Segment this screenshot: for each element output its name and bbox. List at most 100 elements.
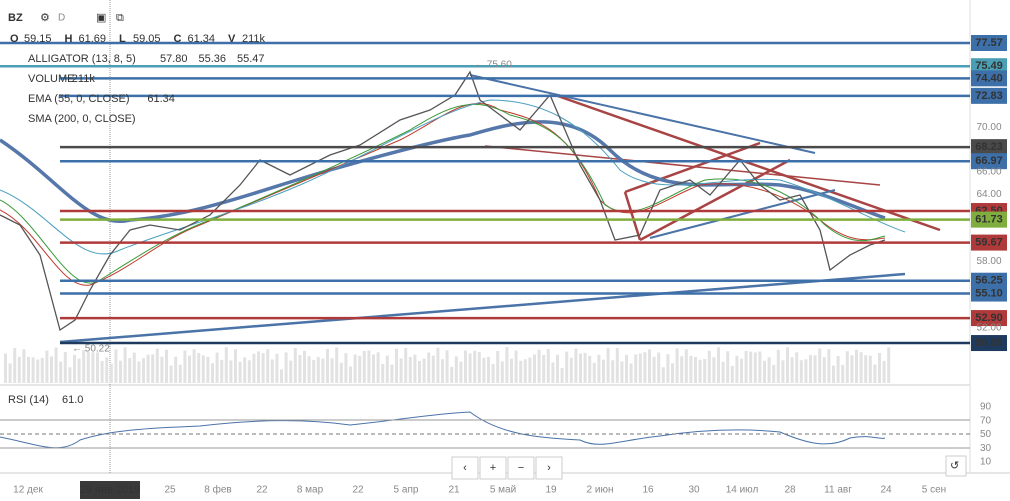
volume-bar [514,350,518,383]
volume-bar [68,367,72,383]
volume-bar [178,364,182,383]
volume-bar [284,352,288,383]
ohlc-key: V [228,33,236,45]
rsi-tick: 70 [980,415,992,426]
volume-bar [592,362,596,383]
volume-bar [303,350,306,383]
volume-bar [629,363,633,383]
volume-bar [31,357,35,383]
toolbar-icon[interactable]: ‹ [463,462,467,474]
toolbar-icon[interactable]: − [518,462,524,474]
volume-bar [735,355,739,383]
volume-bar [657,352,661,383]
price-label: 61.73 [975,214,1003,226]
volume-bar [510,358,513,383]
volume-bar [270,359,274,383]
volume-bar [206,356,210,383]
ohlcv: O 59.15 H 61.69 L 59.05 C 61.34 V 211k [10,33,266,45]
toolbar-button[interactable] [451,456,479,480]
icon-b[interactable]: ⧉ [116,12,124,24]
time-tick: 5 апр [394,485,419,496]
volume-bar [330,358,334,383]
volume-bar [40,357,44,383]
price-label-box [971,35,1007,51]
price-tick: 52.00 [976,323,1001,334]
volume-bar [675,348,679,383]
legend-name[interactable]: ALLIGATOR (13, 8, 5) [28,53,136,65]
time-tick: 5 сен [922,485,946,496]
volume-bar [344,353,348,383]
volume-bar [832,365,835,383]
time-tick: 30 [688,485,700,496]
time-tick: 11 авг [824,485,852,496]
legend-name[interactable]: SMA (200, 0, CLOSE) [28,113,136,125]
reset-button[interactable] [945,455,967,477]
ohlc-value: 61.69 [79,33,107,45]
settings-icon[interactable]: ⚙ [40,12,50,24]
rsi-tick: 50 [980,429,992,440]
time-tick: 8 фев [204,484,231,496]
volume-bar [464,350,467,383]
price-axis: 77.5775.4974.4072.8368.2366.9762.5061.73… [971,35,1007,352]
interval[interactable]: D [58,13,65,24]
volume-bar [36,359,40,383]
volume-bar [261,353,265,383]
icon-a[interactable]: ▣ [96,12,106,24]
volume-bar [280,369,283,383]
volume-bar [749,351,753,383]
toolbar-icon[interactable]: › [547,462,551,474]
volume-bar [109,363,113,383]
volume-bar [477,352,481,383]
volume-bar [362,351,366,383]
volume-bar [169,365,173,383]
volume-bar [781,360,785,383]
ohlc-key: L [119,33,126,45]
ohlc-value: 61.34 [188,33,216,45]
volume-bar [96,352,99,383]
volume-bar [859,352,863,383]
volume-bar [441,359,444,383]
volume-bar [579,353,582,383]
toolbar-icon[interactable]: + [490,462,496,474]
volume-bar [316,357,320,383]
price-label-box [971,285,1007,302]
volume-bar [574,348,578,383]
price-label-box [971,87,1007,104]
volume-bar [680,356,684,383]
toolbar-button[interactable] [507,456,535,480]
volume-bar [427,352,431,383]
volume-bar [560,368,564,383]
volume-bar [602,359,605,383]
rsi-name: RSI (14) [8,394,49,406]
price-tick: 70.00 [976,122,1001,133]
rsi-value: 61.0 [62,394,83,406]
volume-bar [59,361,63,383]
volume-bar [836,356,840,383]
legend-name[interactable]: EMA (55, 0, CLOSE) [28,93,129,105]
volume-bar [505,347,509,383]
legend-name[interactable]: VOLUME [28,73,74,85]
toolbar-button[interactable] [479,456,507,480]
volume-bar [266,349,270,383]
price-label: 59.67 [975,236,1003,248]
price-label-box [971,139,1007,156]
volume-bar [804,359,808,383]
price-label: 77.57 [975,37,1003,49]
volume-bar [229,360,233,383]
volume-bar [188,355,191,383]
price-label: 55.10 [975,287,1003,299]
volume-bar [487,356,490,383]
symbol[interactable]: BZ [8,12,23,24]
price-label-box [971,234,1007,251]
volume-bar [192,349,196,383]
volume-bar [707,350,711,383]
volume-bar [376,352,380,383]
volume-bar [123,347,127,383]
time-tick: 8 мар [297,485,324,496]
volume-bar [45,350,49,383]
volume-bar [339,362,343,383]
volume-bar [763,360,766,383]
toolbar-button[interactable] [535,456,563,480]
reset-icon[interactable]: ↺ [950,460,959,472]
